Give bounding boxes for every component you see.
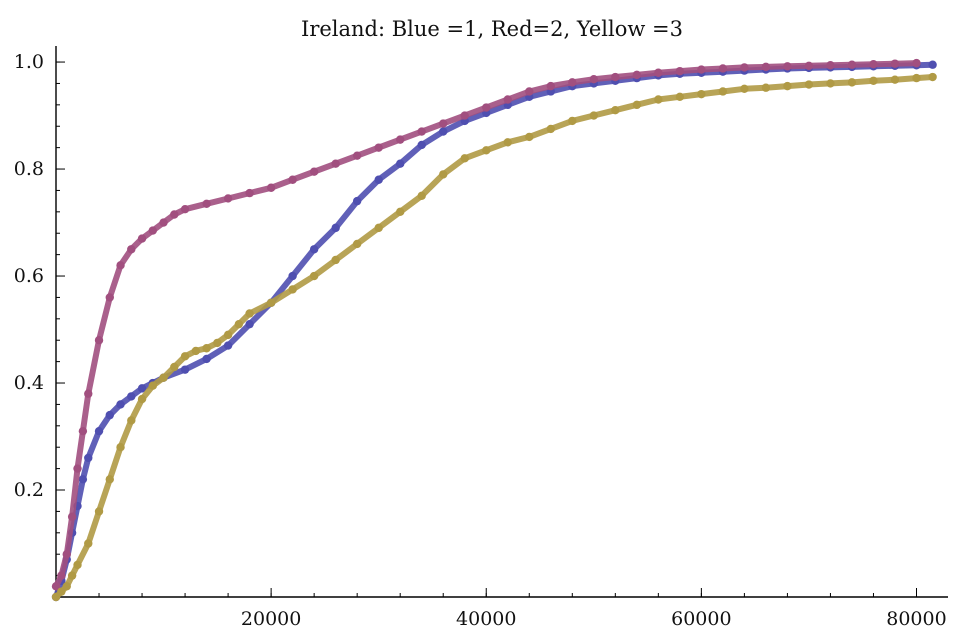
y-tick-label: 0.2 bbox=[14, 479, 44, 501]
y-tick-label: 0.6 bbox=[14, 265, 44, 287]
y-tick-label: 0.4 bbox=[14, 372, 44, 394]
series-2 bbox=[51, 58, 921, 591]
series-1 bbox=[51, 60, 937, 602]
x-tick-label: 80000 bbox=[886, 608, 946, 630]
series-line bbox=[53, 74, 936, 600]
y-tick-label: 1.0 bbox=[14, 51, 44, 73]
x-tick-label: 60000 bbox=[671, 608, 731, 630]
series-layer bbox=[51, 58, 937, 602]
series-3 bbox=[51, 72, 937, 602]
series-line bbox=[53, 60, 920, 590]
chart-title: Ireland: Blue =1, Red=2, Yellow =3 bbox=[301, 17, 683, 41]
y-tick-label: 0.8 bbox=[14, 158, 44, 180]
x-tick-label: 40000 bbox=[456, 608, 516, 630]
axes: 20000 40000 60000 80000 0.2 0.4 0.6 0.8 1.0 bbox=[14, 46, 948, 630]
x-tick-label: 20000 bbox=[241, 608, 301, 630]
